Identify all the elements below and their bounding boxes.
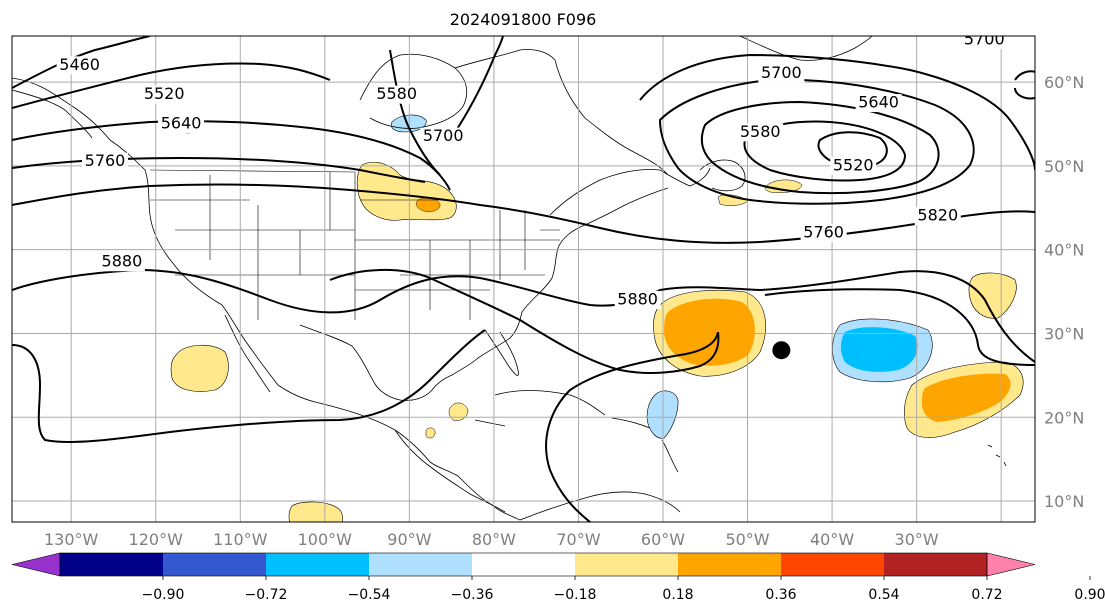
contour-label: 5580 xyxy=(376,84,417,103)
negative-anomaly-core xyxy=(840,327,918,372)
colorbar-tick-label: −0.18 xyxy=(554,587,597,603)
longitude-label: 130°W xyxy=(44,530,99,549)
contour-label-background xyxy=(141,85,188,104)
contour-label-background xyxy=(420,127,467,146)
longitude-labels: 130°W 120°W 110°W 100°W 90°W 80°W 70°W 60°W 50°W… xyxy=(44,530,939,549)
contour-label-background xyxy=(914,207,961,226)
colorbar-outline xyxy=(59,552,988,577)
longitude-label: 100°W xyxy=(298,530,353,549)
latitude-labels: 10°N 20°N 30°N 40°N 50°N 60°N xyxy=(1044,73,1084,511)
colorbar-segment xyxy=(678,553,782,576)
colorbar-tick-label: 0.54 xyxy=(868,587,899,603)
contour-label-background xyxy=(373,85,420,104)
contour-label: 5880 xyxy=(102,252,143,271)
contour-label: 5460 xyxy=(59,55,100,74)
colorbar-tick-labels: −0.90 −0.72 −0.54 −0.36 −0.18 0.18 0.36 0.54 0.7… xyxy=(142,576,1105,603)
map-frame xyxy=(11,35,1036,523)
positive-anomaly-area xyxy=(448,402,469,421)
contour-label: 5880 xyxy=(617,289,658,308)
longitude-label: 90°W xyxy=(387,530,431,549)
colorbar-tick-label: 0.90 xyxy=(1074,587,1105,603)
contour-labels: 5460 5520 5640 5760 5580 5700 5880 5700 5640 5580… xyxy=(56,30,1008,309)
latitude-label: 10°N xyxy=(1044,492,1084,511)
colorbar-tick-label: 0.18 xyxy=(662,587,693,603)
longitude-label: 120°W xyxy=(129,530,184,549)
latitude-label: 40°N xyxy=(1044,241,1084,260)
longitude-label: 40°W xyxy=(810,530,854,549)
colorbar-segment xyxy=(163,553,267,576)
longitude-label: 80°W xyxy=(472,530,516,549)
colorbar-tick-label: 0.72 xyxy=(971,587,1002,603)
latitude-label: 30°N xyxy=(1044,324,1084,343)
contour-label-background xyxy=(158,114,205,133)
contour-label-background xyxy=(758,64,805,83)
contour-label: 5520 xyxy=(144,84,185,103)
colorbar-tick-label: −0.90 xyxy=(142,587,185,603)
contour-label-background xyxy=(56,56,103,75)
colorbar-segment xyxy=(369,553,473,576)
contour-label-background xyxy=(614,290,661,309)
colorbar-segment xyxy=(575,553,679,576)
longitude-label: 60°W xyxy=(641,530,685,549)
anomaly-shading xyxy=(170,114,1024,522)
longitude-label: 70°W xyxy=(556,530,600,549)
contour-label-background xyxy=(830,156,877,175)
contour-label: 5580 xyxy=(740,122,781,141)
colorbar-tick-label: 0.36 xyxy=(765,587,796,603)
positive-anomaly-area xyxy=(764,179,803,193)
colorbar-segment xyxy=(781,553,885,576)
positive-anomaly-core xyxy=(921,373,1011,422)
coastlines xyxy=(12,36,1007,521)
contour-label: 5700 xyxy=(964,30,1005,49)
contour-label: 5700 xyxy=(423,126,464,145)
contour-label: 5820 xyxy=(917,206,958,225)
colorbar-tick-label: −0.72 xyxy=(245,587,288,603)
latitude-label: 50°N xyxy=(1044,157,1084,176)
colorbar-tick-label: −0.54 xyxy=(348,587,391,603)
contour-label: 5760 xyxy=(85,151,126,170)
contour-label-background xyxy=(800,223,847,242)
positive-anomaly-area xyxy=(425,427,436,439)
contour-label-background xyxy=(855,94,902,113)
latitude-label: 60°N xyxy=(1044,73,1084,92)
longitude-label: 110°W xyxy=(213,530,268,549)
colorbar xyxy=(11,552,1036,577)
colorbar-segment xyxy=(266,553,370,576)
colorbar-segment xyxy=(60,553,164,576)
positive-anomaly-core xyxy=(664,298,755,366)
positive-anomaly-area xyxy=(170,344,229,392)
positive-anomaly-area xyxy=(288,501,344,522)
colorbar-segment xyxy=(472,553,576,576)
contour-label: 5640 xyxy=(161,113,202,132)
colorbar-extend-high xyxy=(986,552,1036,577)
map-title: 2024091800 F096 xyxy=(449,10,597,29)
latitude-label: 20°N xyxy=(1044,408,1084,427)
contour-label-background xyxy=(961,36,1008,50)
positive-anomaly-area xyxy=(968,272,1017,319)
contour-label-background xyxy=(737,123,784,142)
storm-position-marker xyxy=(772,341,791,360)
contour-label: 5700 xyxy=(761,63,802,82)
contour-label-background xyxy=(98,253,145,272)
contour-label: 5640 xyxy=(858,93,899,112)
colorbar-segment xyxy=(884,553,988,576)
longitude-label: 30°W xyxy=(895,530,939,549)
colorbar-extend-low xyxy=(11,552,61,577)
contour-label-background xyxy=(82,152,128,171)
longitude-label: 50°W xyxy=(725,530,769,549)
contour-label: 5520 xyxy=(833,155,874,174)
contour-label: 5760 xyxy=(803,222,844,241)
colorbar-tick-label: −0.36 xyxy=(451,587,494,603)
